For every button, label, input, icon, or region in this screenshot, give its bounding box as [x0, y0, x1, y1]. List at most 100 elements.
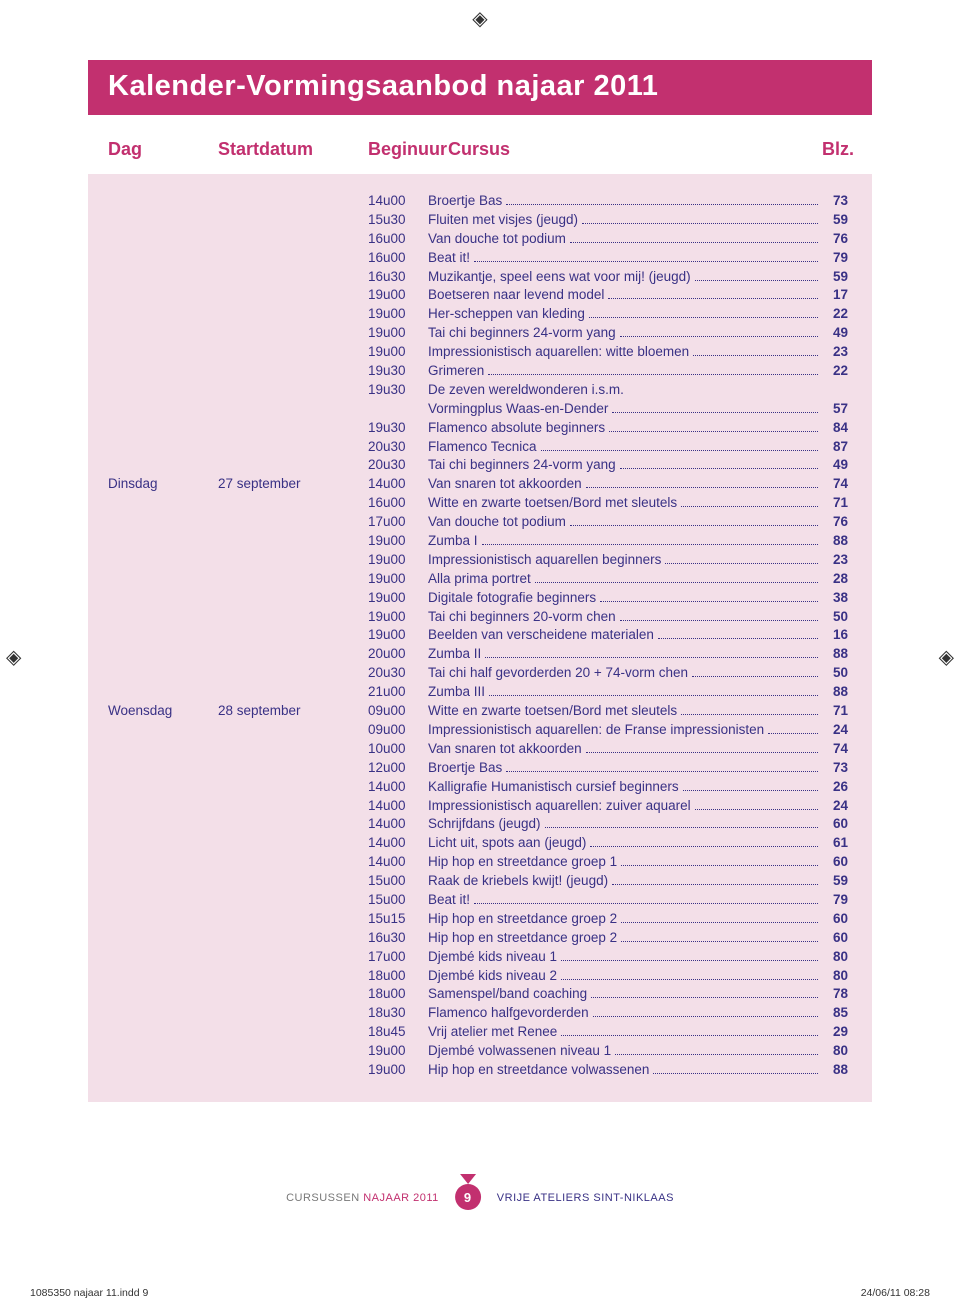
cell-page: 24 [822, 721, 848, 740]
leader-dots [612, 412, 818, 413]
cell-page: 60 [822, 853, 848, 872]
cell-time: 16u00 [368, 494, 428, 513]
table-row: 12u00Broertje Bas73 [108, 759, 848, 778]
table-row: 18u00Samenspel/band coaching78 [108, 985, 848, 1004]
cell-time: 09u00 [368, 702, 428, 721]
leader-dots [570, 525, 818, 526]
cell-time: 18u45 [368, 1023, 428, 1042]
cell-course: Zumba I [428, 532, 478, 551]
cell-time: 09u00 [368, 721, 428, 740]
table-row: 19u30De zeven wereldwonderen i.s.m. [108, 381, 848, 400]
cell-page: 16 [822, 626, 848, 645]
cell-course: Raak de kriebels kwijt! (jeugd) [428, 872, 608, 891]
cell-page: 88 [822, 532, 848, 551]
cell-page: 61 [822, 834, 848, 853]
table-row: 17u00Djembé kids niveau 180 [108, 948, 848, 967]
cell-course: Flamenco absolute beginners [428, 419, 605, 438]
cell-page: 76 [822, 513, 848, 532]
crop-mark-icon: ◈ [472, 6, 487, 31]
cell-course: Impressionistisch aquarellen: witte bloe… [428, 343, 689, 362]
cell-course: Fluiten met visjes (jeugd) [428, 211, 578, 230]
cell-time: 15u00 [368, 891, 428, 910]
cell-course: Flamenco halfgevorderden [428, 1004, 589, 1023]
table-row: 14u00Licht uit, spots aan (jeugd)61 [108, 834, 848, 853]
cell-time: 16u30 [368, 929, 428, 948]
leader-dots [590, 846, 818, 847]
cell-course: Broertje Bas [428, 192, 502, 211]
cell-time: 19u00 [368, 570, 428, 589]
leader-dots [593, 1016, 818, 1017]
cell-course: Grimeren [428, 362, 484, 381]
table-row: 16u00Beat it!79 [108, 249, 848, 268]
table-row: 17u00Van douche tot podium76 [108, 513, 848, 532]
footer-left-accent: NAJAAR 2011 [363, 1192, 439, 1204]
table-row: 19u00Tai chi beginners 20-vorm chen50 [108, 608, 848, 627]
cell-page: 60 [822, 910, 848, 929]
cell-date: 28 september [218, 702, 368, 721]
cell-page: 23 [822, 551, 848, 570]
cell-page: 71 [822, 494, 848, 513]
cell-course: Hip hop en streetdance groep 2 [428, 929, 617, 948]
cell-time: 14u00 [368, 834, 428, 853]
leader-dots [621, 922, 818, 923]
cell-page: 80 [822, 948, 848, 967]
cell-time: 14u00 [368, 192, 428, 211]
cell-page: 79 [822, 249, 848, 268]
cell-time: 14u00 [368, 778, 428, 797]
cell-page: 22 [822, 362, 848, 381]
cell-time: 14u00 [368, 475, 428, 494]
cell-time: 20u30 [368, 438, 428, 457]
cell-page: 59 [822, 268, 848, 287]
triangle-icon [460, 1174, 476, 1184]
cell-time: 19u00 [368, 532, 428, 551]
leader-dots [620, 468, 818, 469]
cell-page: 49 [822, 456, 848, 475]
cell-time: 19u00 [368, 324, 428, 343]
table-row: Vormingplus Waas-en-Dender57 [108, 400, 848, 419]
print-timestamp: 24/06/11 08:28 [861, 1287, 930, 1299]
cell-page: 84 [822, 419, 848, 438]
leader-dots [586, 487, 818, 488]
footer-left-plain: CURSUSSEN [286, 1192, 363, 1204]
cell-course: Schrijfdans (jeugd) [428, 815, 541, 834]
table-header: Dag Startdatum Beginuur Cursus Blz. [88, 115, 872, 174]
cell-time: 16u30 [368, 268, 428, 287]
table-row: 19u00Alla prima portret28 [108, 570, 848, 589]
cell-time: 17u00 [368, 948, 428, 967]
cell-time: 19u00 [368, 589, 428, 608]
cell-time: 16u00 [368, 249, 428, 268]
column-dag: Dag [88, 139, 218, 160]
print-metadata: 1085350 najaar 11.indd 9 24/06/11 08:28 [30, 1287, 930, 1299]
leader-dots [561, 960, 818, 961]
cell-time: 15u00 [368, 872, 428, 891]
table-row: 14u00Impressionistisch aquarellen: zuive… [108, 797, 848, 816]
leader-dots [488, 374, 818, 375]
cell-course: Tai chi beginners 20-vorm chen [428, 608, 616, 627]
table-row: 15u00Beat it!79 [108, 891, 848, 910]
cell-course: Samenspel/band coaching [428, 985, 587, 1004]
leader-dots [683, 790, 818, 791]
cell-day: Dinsdag [108, 475, 218, 494]
leader-dots [570, 242, 818, 243]
table-row: 20u30Tai chi half gevorderden 20 + 74-vo… [108, 664, 848, 683]
cell-time: 18u00 [368, 985, 428, 1004]
leader-dots [608, 298, 818, 299]
cell-page: 57 [822, 400, 848, 419]
cell-page: 28 [822, 570, 848, 589]
cell-course: Impressionistisch aquarellen beginners [428, 551, 661, 570]
cell-time: 19u00 [368, 608, 428, 627]
cell-course: Tai chi half gevorderden 20 + 74-vorm ch… [428, 664, 688, 683]
table-row: 19u00Zumba I 88 [108, 532, 848, 551]
cell-course: Vrij atelier met Renee [428, 1023, 557, 1042]
table-row: Dinsdag27 september14u00Van snaren tot a… [108, 475, 848, 494]
cell-time: 19u00 [368, 305, 428, 324]
cell-page: 29 [822, 1023, 848, 1042]
cell-time: 19u00 [368, 626, 428, 645]
leader-dots [620, 620, 818, 621]
table-row: 15u30Fluiten met visjes (jeugd)59 [108, 211, 848, 230]
leader-dots [506, 204, 818, 205]
leader-dots [586, 752, 818, 753]
leader-dots [591, 997, 818, 998]
cell-course: Zumba III [428, 683, 485, 702]
print-file: 1085350 najaar 11.indd 9 [30, 1287, 148, 1299]
